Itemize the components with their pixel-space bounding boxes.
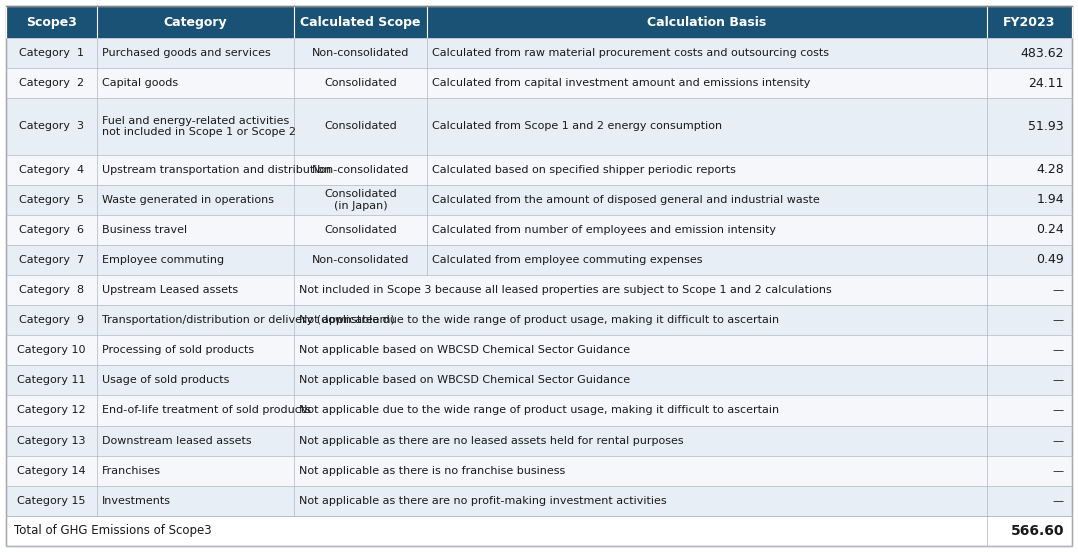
Text: Not applicable based on WBCSD Chemical Sector Guidance: Not applicable based on WBCSD Chemical S… xyxy=(299,375,630,385)
Text: Capital goods: Capital goods xyxy=(101,78,178,88)
Bar xyxy=(6,275,1072,305)
Text: Upstream Leased assets: Upstream Leased assets xyxy=(101,285,238,295)
Text: 0.24: 0.24 xyxy=(1036,224,1064,236)
Text: Processing of sold products: Processing of sold products xyxy=(101,345,253,355)
Text: —: — xyxy=(1053,406,1064,416)
Text: Purchased goods and services: Purchased goods and services xyxy=(101,48,271,58)
Text: Category 12: Category 12 xyxy=(17,406,85,416)
Bar xyxy=(6,516,1072,546)
Text: Category  3: Category 3 xyxy=(18,121,84,131)
Text: Calculated from number of employees and emission intensity: Calculated from number of employees and … xyxy=(432,225,776,235)
Text: —: — xyxy=(1053,436,1064,445)
Bar xyxy=(6,395,1072,426)
Text: FY2023: FY2023 xyxy=(1004,15,1055,29)
Text: Not applicable due to the wide range of product usage, making it difficult to as: Not applicable due to the wide range of … xyxy=(299,406,779,416)
Text: 483.62: 483.62 xyxy=(1021,47,1064,60)
Text: Category 14: Category 14 xyxy=(17,466,85,476)
Bar xyxy=(6,486,1072,516)
Text: Usage of sold products: Usage of sold products xyxy=(101,375,229,385)
Text: Category 13: Category 13 xyxy=(17,436,85,445)
Text: Business travel: Business travel xyxy=(101,225,186,235)
Bar xyxy=(986,6,1072,38)
Text: Category  5: Category 5 xyxy=(18,195,84,205)
Bar xyxy=(6,305,1072,335)
Text: Consolidated
(in Japan): Consolidated (in Japan) xyxy=(324,189,397,210)
Bar xyxy=(6,335,1072,365)
Text: —: — xyxy=(1053,315,1064,325)
Text: Category  4: Category 4 xyxy=(18,164,84,174)
Text: Not applicable as there is no franchise business: Not applicable as there is no franchise … xyxy=(299,466,565,476)
Text: Category 10: Category 10 xyxy=(17,345,85,355)
Text: —: — xyxy=(1053,285,1064,295)
Text: 51.93: 51.93 xyxy=(1028,120,1064,133)
Text: Category  8: Category 8 xyxy=(18,285,84,295)
Text: Consolidated: Consolidated xyxy=(324,225,397,235)
Text: Calculated Scope: Calculated Scope xyxy=(300,15,420,29)
Bar xyxy=(6,6,97,38)
Text: Category 11: Category 11 xyxy=(17,375,85,385)
Bar xyxy=(6,98,1072,155)
Bar xyxy=(6,245,1072,275)
Text: —: — xyxy=(1053,466,1064,476)
Text: Not applicable as there are no leased assets held for rental purposes: Not applicable as there are no leased as… xyxy=(299,436,683,445)
Bar xyxy=(6,38,1072,68)
Text: Scope3: Scope3 xyxy=(26,15,77,29)
Text: Transportation/distribution or delivery (downstream): Transportation/distribution or delivery … xyxy=(101,315,395,325)
Text: Consolidated: Consolidated xyxy=(324,78,397,88)
Text: Downstream leased assets: Downstream leased assets xyxy=(101,436,251,445)
Text: Not applicable based on WBCSD Chemical Sector Guidance: Not applicable based on WBCSD Chemical S… xyxy=(299,345,630,355)
Text: 1.94: 1.94 xyxy=(1036,193,1064,206)
Bar xyxy=(427,6,986,38)
Text: Calculated from capital investment amount and emissions intensity: Calculated from capital investment amoun… xyxy=(432,78,811,88)
Text: —: — xyxy=(1053,345,1064,355)
Text: Category  6: Category 6 xyxy=(18,225,84,235)
Text: End-of-life treatment of sold products: End-of-life treatment of sold products xyxy=(101,406,310,416)
Bar xyxy=(6,215,1072,245)
Text: Calculated from raw material procurement costs and outsourcing costs: Calculated from raw material procurement… xyxy=(432,48,829,58)
Text: Not applicable due to the wide range of product usage, making it difficult to as: Not applicable due to the wide range of … xyxy=(299,315,779,325)
Text: Franchises: Franchises xyxy=(101,466,161,476)
Text: Fuel and energy-related activities
not included in Scope 1 or Scope 2: Fuel and energy-related activities not i… xyxy=(101,116,295,137)
Text: —: — xyxy=(1053,496,1064,506)
Bar xyxy=(97,6,294,38)
Bar xyxy=(294,6,427,38)
Text: Investments: Investments xyxy=(101,496,170,506)
Text: Upstream transportation and distribution: Upstream transportation and distribution xyxy=(101,164,331,174)
Text: Category  2: Category 2 xyxy=(18,78,84,88)
Text: Non-consolidated: Non-consolidated xyxy=(312,164,410,174)
Bar xyxy=(6,455,1072,486)
Text: —: — xyxy=(1053,375,1064,385)
Text: Category  9: Category 9 xyxy=(18,315,84,325)
Text: Not applicable as there are no profit-making investment activities: Not applicable as there are no profit-ma… xyxy=(299,496,666,506)
Text: 4.28: 4.28 xyxy=(1036,163,1064,176)
Bar xyxy=(6,185,1072,215)
Text: Calculated from Scope 1 and 2 energy consumption: Calculated from Scope 1 and 2 energy con… xyxy=(432,121,722,131)
Text: Calculation Basis: Calculation Basis xyxy=(647,15,766,29)
Text: Total of GHG Emissions of Scope3: Total of GHG Emissions of Scope3 xyxy=(14,524,211,538)
Text: Employee commuting: Employee commuting xyxy=(101,255,224,265)
Bar xyxy=(6,155,1072,185)
Text: Calculated from employee commuting expenses: Calculated from employee commuting expen… xyxy=(432,255,703,265)
Bar xyxy=(6,68,1072,98)
Text: Category 15: Category 15 xyxy=(17,496,85,506)
Text: Waste generated in operations: Waste generated in operations xyxy=(101,195,274,205)
Bar xyxy=(6,426,1072,455)
Bar xyxy=(6,365,1072,395)
Text: 566.60: 566.60 xyxy=(1010,524,1064,538)
Text: Category  1: Category 1 xyxy=(18,48,84,58)
Text: Category  7: Category 7 xyxy=(18,255,84,265)
Text: Category: Category xyxy=(164,15,227,29)
Text: Calculated based on specified shipper periodic reports: Calculated based on specified shipper pe… xyxy=(432,164,736,174)
Text: Non-consolidated: Non-consolidated xyxy=(312,48,410,58)
Text: Non-consolidated: Non-consolidated xyxy=(312,255,410,265)
Text: Consolidated: Consolidated xyxy=(324,121,397,131)
Text: 24.11: 24.11 xyxy=(1028,77,1064,90)
Text: 0.49: 0.49 xyxy=(1036,253,1064,267)
Text: Not included in Scope 3 because all leased properties are subject to Scope 1 and: Not included in Scope 3 because all leas… xyxy=(299,285,831,295)
Text: Calculated from the amount of disposed general and industrial waste: Calculated from the amount of disposed g… xyxy=(432,195,820,205)
